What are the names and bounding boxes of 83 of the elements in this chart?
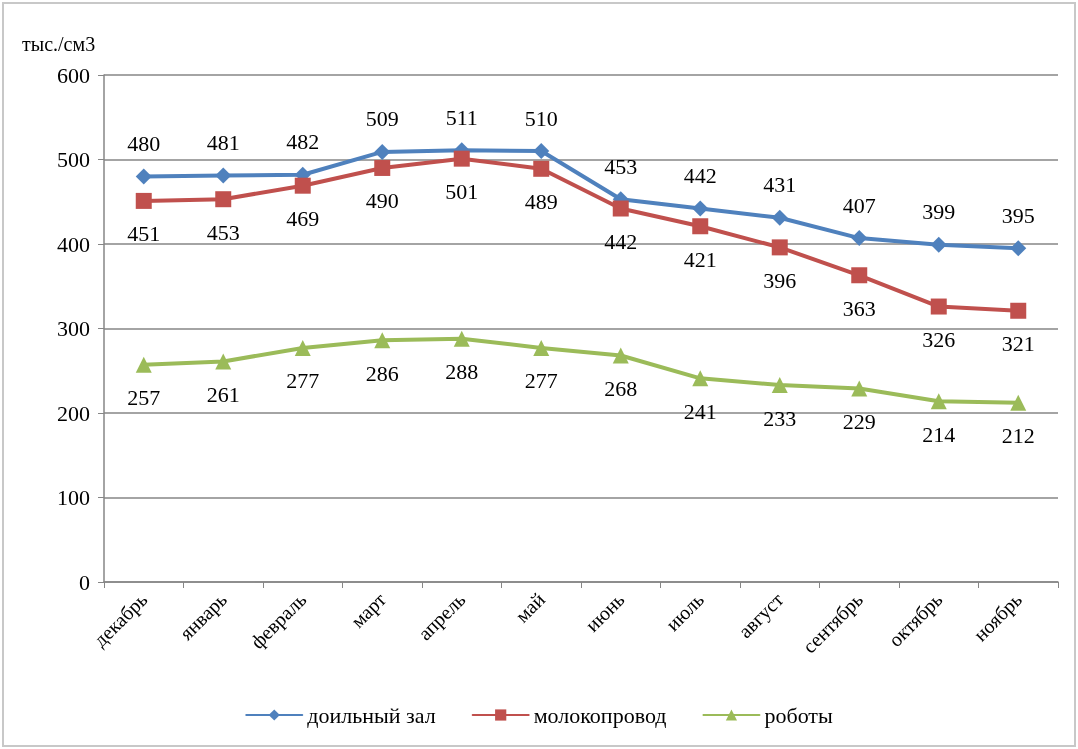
data-label: 490: [365, 188, 399, 214]
point: [374, 143, 391, 160]
data-label: 288: [445, 359, 479, 385]
data-label: 421: [683, 246, 717, 272]
data-label: 241: [683, 398, 717, 424]
data-label: 229: [842, 408, 876, 434]
x-tick-label: май: [510, 588, 550, 627]
point: [1010, 394, 1027, 411]
y-tick-label: 100: [57, 485, 90, 510]
point: [930, 298, 947, 315]
point: [771, 239, 788, 256]
data-label: 407: [842, 192, 876, 218]
data-label: 326: [922, 327, 956, 353]
data-label: 489: [524, 189, 558, 215]
data-label: 399: [922, 199, 956, 225]
point: [851, 230, 868, 247]
point: [453, 150, 470, 167]
point: [533, 143, 550, 160]
legend-label: доильный зал: [307, 702, 436, 728]
data-label: 257: [127, 385, 161, 411]
legend-label: молокопровод: [533, 702, 667, 728]
point: [1010, 240, 1027, 257]
point: [374, 332, 391, 349]
point: [930, 393, 947, 410]
data-label: 442: [683, 163, 717, 189]
data-label: 453: [206, 219, 240, 245]
data-label: 501: [445, 179, 479, 205]
point: [294, 177, 311, 194]
data-label: 233: [763, 405, 797, 431]
data-label: 481: [206, 130, 240, 156]
data-label: 431: [763, 172, 797, 198]
point: [930, 236, 947, 253]
point: [533, 160, 550, 177]
point: [851, 267, 868, 284]
data-label: 286: [365, 360, 399, 386]
data-label: 480: [127, 130, 161, 156]
point: [453, 330, 470, 347]
point: [135, 168, 152, 185]
point: [135, 356, 152, 373]
point: [692, 370, 709, 387]
y-tick-label: 200: [57, 400, 90, 426]
point: [771, 377, 788, 394]
point: [851, 380, 868, 397]
y-tick-label: 600: [57, 62, 90, 88]
data-label: 395: [1001, 202, 1035, 228]
data-label: 268: [604, 376, 638, 402]
point: [692, 218, 709, 235]
data-label: 509: [365, 106, 399, 132]
point: [612, 347, 629, 364]
y-axis-title: тыс./см3: [22, 33, 96, 55]
data-label: 453: [604, 153, 638, 179]
point: [215, 191, 232, 208]
y-tick-label: 500: [57, 147, 90, 172]
point: [533, 339, 550, 356]
point: [215, 167, 232, 184]
data-label: 363: [842, 295, 876, 321]
point: [135, 192, 152, 209]
data-label: 451: [127, 221, 161, 247]
data-label: 482: [286, 129, 320, 155]
data-label: 212: [1001, 423, 1035, 449]
data-label: 396: [763, 267, 797, 293]
y-tick-label: 400: [57, 231, 90, 257]
point: [612, 200, 629, 217]
point: [771, 209, 788, 226]
point: [692, 200, 709, 217]
data-label: 214: [922, 421, 956, 447]
point: [1010, 302, 1027, 319]
y-tick-label: 300: [57, 316, 90, 341]
data-label: 442: [604, 229, 638, 255]
point: [294, 339, 311, 356]
data-label: 277: [524, 368, 558, 394]
data-label: 321: [1001, 331, 1035, 357]
point: [215, 353, 232, 370]
y-tick-label: 0: [79, 569, 90, 595]
x-tick-label: июль: [661, 588, 709, 636]
data-label: 277: [286, 368, 320, 394]
x-tick-label: март: [346, 588, 391, 633]
legend-label: роботы: [764, 702, 833, 728]
data-label: 469: [286, 206, 320, 232]
data-label: 510: [524, 105, 558, 131]
data-label: 261: [206, 381, 240, 407]
point: [374, 159, 391, 176]
data-label: 511: [445, 104, 478, 130]
